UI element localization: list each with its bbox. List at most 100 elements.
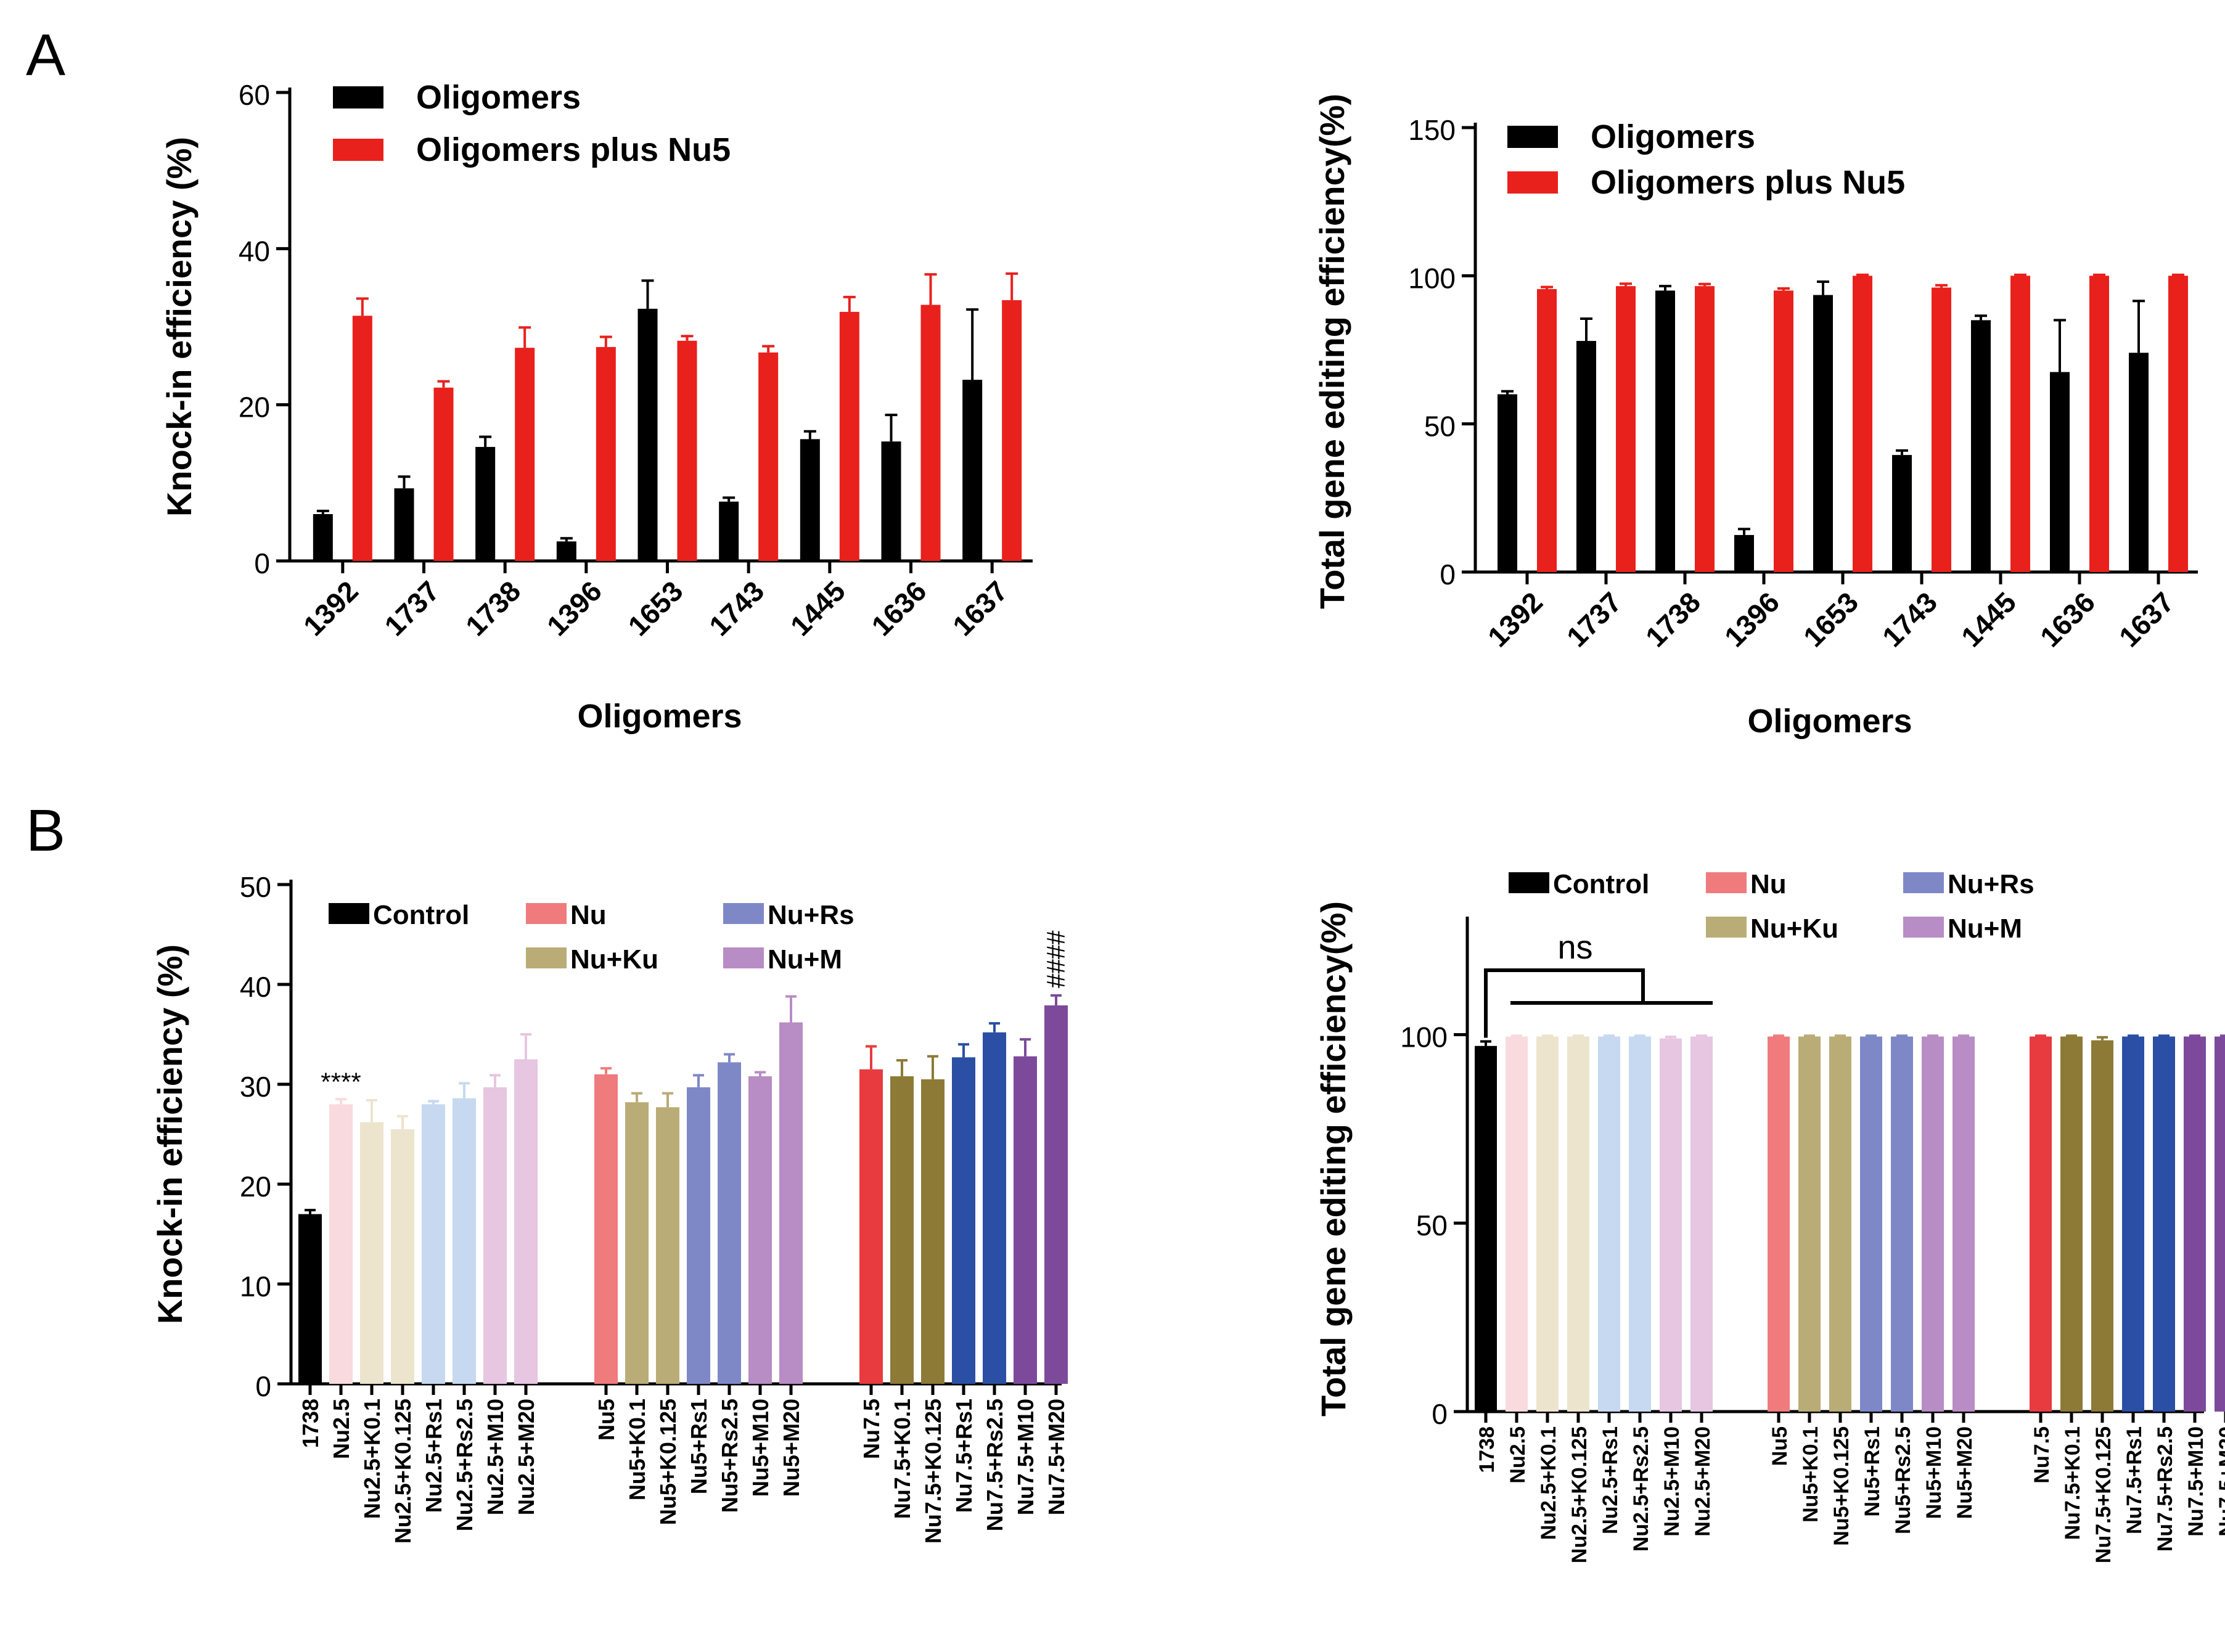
y-axis-title: Total gene editing efficiency(%): [1313, 94, 1351, 609]
bar: [1695, 286, 1715, 572]
bar: [1690, 1036, 1713, 1412]
legend-swatch: [1509, 872, 1549, 893]
x-tick-label: Nu2.5+Rs1: [421, 1399, 446, 1513]
y-tick-label: 40: [240, 971, 271, 1003]
bar: [1853, 276, 1872, 572]
bar: [313, 514, 333, 561]
y-tick-label: 60: [239, 79, 270, 111]
bar: [329, 1104, 353, 1384]
bar: [1629, 1036, 1651, 1412]
bar: [625, 1102, 649, 1384]
bar: [1932, 287, 1951, 572]
bar: [1576, 341, 1596, 572]
bar: [859, 1069, 883, 1384]
x-tick-label: 1743: [703, 575, 770, 642]
x-tick-label: Nu7.5: [2030, 1426, 2054, 1484]
bar: [839, 311, 859, 561]
bar: [2215, 1036, 2225, 1412]
y-tick-label: 100: [1400, 1021, 1448, 1053]
bar: [687, 1087, 710, 1384]
x-tick-label: Nu2.5+M10: [1660, 1426, 1684, 1537]
x-tick-label: Nu5: [1768, 1426, 1792, 1466]
x-tick-label: Nu5+Rs2.5: [1891, 1426, 1915, 1534]
bar: [556, 541, 576, 561]
x-tick-label: 1737: [1560, 586, 1628, 653]
bar: [1660, 1038, 1682, 1412]
significance-marker: ####: [1041, 930, 1070, 988]
y-tick-label: 100: [1408, 262, 1456, 294]
x-tick-label: Nu5+M20: [779, 1399, 804, 1497]
legend-label: Nu+M: [768, 944, 842, 975]
y-tick-label: 10: [240, 1270, 271, 1302]
x-tick-label: Nu5+K0.1: [625, 1399, 650, 1500]
x-tick-label: Nu7.5+Rs2.5: [2153, 1426, 2177, 1552]
x-tick-label: 1737: [378, 575, 445, 642]
bar: [483, 1087, 507, 1384]
x-tick-label: Nu7.5+Rs2.5: [982, 1399, 1007, 1531]
legend-swatch: [1903, 872, 1944, 893]
x-tick-label: 1636: [865, 575, 932, 642]
panel-label-a: A: [26, 22, 65, 88]
y-tick-label: 30: [240, 1071, 271, 1103]
bar: [962, 380, 983, 561]
legend-label: Control: [1553, 869, 1649, 899]
y-tick-label: 0: [1432, 1398, 1448, 1430]
y-tick-label: 0: [254, 547, 270, 579]
x-tick-label: Nu2.5+K0.125: [1568, 1426, 1591, 1563]
bar: [656, 1107, 679, 1384]
x-tick-label: Nu2.5+K0.1: [359, 1399, 385, 1519]
x-tick-label: 1396: [541, 575, 608, 642]
bar: [1798, 1036, 1821, 1412]
bar: [422, 1104, 445, 1384]
legend-label: Nu+Ku: [570, 944, 658, 975]
bar: [1014, 1056, 1037, 1384]
bar: [1498, 394, 1517, 572]
x-tick-label: 1637: [946, 575, 1014, 642]
x-tick-label: Nu7.5+M10: [2184, 1426, 2208, 1537]
x-tick-label: Nu2.5+K0.1: [1537, 1426, 1560, 1540]
bar: [2089, 276, 2109, 572]
legend-label: Oligomers plus Nu5: [1591, 164, 1905, 201]
x-tick-label: Nu5+Rs2.5: [717, 1399, 742, 1513]
bar: [514, 1059, 538, 1384]
bar: [952, 1057, 975, 1384]
bar: [748, 1076, 772, 1384]
y-axis-title: Knock-in efficiency (%): [160, 137, 199, 517]
bar: [779, 1022, 803, 1384]
bar: [1734, 534, 1754, 572]
bar: [1537, 288, 1557, 572]
legend-label: Nu+Rs: [1948, 869, 2034, 899]
bar: [453, 1098, 476, 1384]
bar: [637, 308, 658, 561]
x-tick-label: Nu2.5+M20: [514, 1399, 539, 1515]
y-tick-label: 150: [1408, 114, 1456, 146]
bar: [1953, 1036, 1975, 1412]
x-tick-label: Nu5+M10: [748, 1399, 773, 1497]
x-tick-label: 1392: [297, 575, 364, 642]
bar: [1891, 1036, 1913, 1412]
legend-label: Oligomers: [1591, 118, 1755, 155]
bar: [475, 447, 496, 561]
legend-swatch: [723, 947, 764, 968]
bar: [594, 1074, 618, 1384]
legend-label: Nu+Ku: [1750, 914, 1838, 944]
bar: [2168, 276, 2188, 572]
x-tick-label: Nu7.5+K0.125: [2092, 1426, 2115, 1563]
bar: [1475, 1045, 1497, 1412]
x-tick-label: 1392: [1481, 586, 1549, 653]
bar: [394, 488, 414, 561]
legend-label: Control: [373, 900, 469, 930]
bar: [1892, 455, 1912, 572]
x-tick-label: 1738: [1639, 586, 1707, 653]
x-tick-label: Nu2.5+M10: [483, 1399, 508, 1515]
bar: [1044, 1005, 1068, 1384]
bar: [1567, 1036, 1589, 1412]
x-tick-label: Nu2.5+Rs1: [1599, 1426, 1622, 1534]
bar: [433, 387, 454, 561]
bar: [800, 439, 820, 561]
bar: [1598, 1036, 1620, 1412]
bar: [2091, 1040, 2113, 1412]
x-tick-label: Nu2.5+M20: [1691, 1426, 1715, 1537]
